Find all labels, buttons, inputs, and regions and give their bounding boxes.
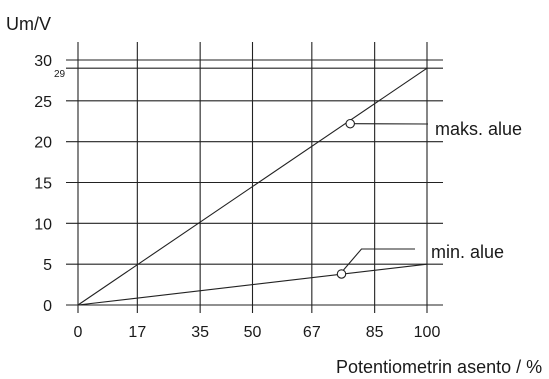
x-tick-label: 67 [303, 324, 321, 341]
y-tick-label: 0 [43, 298, 52, 315]
series-marker [345, 118, 355, 129]
x-tick-label: 17 [128, 324, 146, 341]
x-tick-label: 0 [74, 324, 83, 341]
y-tick-label: 30 [34, 53, 52, 70]
x-tick-label: 85 [366, 324, 384, 341]
y-tick-label: 25 [34, 94, 52, 111]
y-tick-label: 5 [43, 257, 52, 274]
series-label: min. alue [431, 242, 504, 262]
x-axis-title: Potentiometrin asento / % [336, 357, 542, 377]
y-axis-title: Um/V [6, 14, 51, 34]
series-marker [336, 269, 347, 279]
leader-line [343, 248, 415, 271]
y-tick-label: 10 [34, 216, 52, 233]
series-label: maks. alue [435, 119, 522, 139]
series-line [77, 263, 428, 306]
x-tick-label: 50 [244, 324, 262, 341]
x-tick-label: 35 [191, 324, 209, 341]
y-tick-label: 20 [34, 135, 52, 152]
y-tick-label: 15 [34, 176, 52, 193]
x-tick-label: 100 [414, 324, 441, 341]
y-tick-label-extra: 29 [54, 69, 66, 80]
series-line [77, 67, 428, 306]
